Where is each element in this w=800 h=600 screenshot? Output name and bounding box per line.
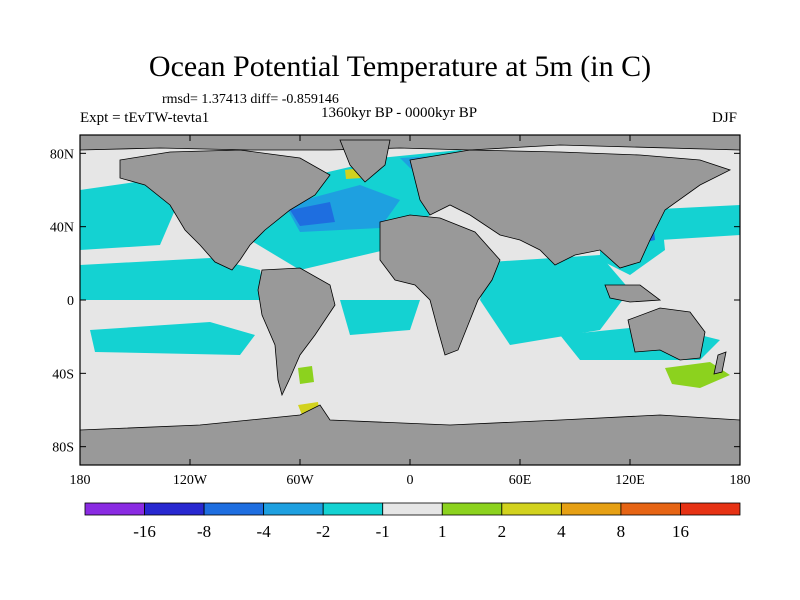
experiment-label: Expt = tEvTW-tevta1 [80, 110, 210, 126]
land-mask [80, 135, 740, 465]
land-africa [379, 214, 501, 356]
land-greenland [339, 139, 391, 183]
colorbar: -16 -8 -4 -2 -1 1 2 4 8 16 [84, 502, 741, 541]
colorbar-label: 4 [557, 522, 566, 541]
x-tick-label: 180 [70, 473, 91, 488]
period-label: 1360kyr BP - 0000kyr BP [321, 105, 478, 121]
colorbar-swatch [441, 502, 503, 516]
stats-label: rmsd= 1.37413 diff= -0.859146 [162, 92, 339, 107]
colorbar-label: 2 [498, 522, 507, 541]
colorbar-label: -1 [376, 522, 390, 541]
colorbar-swatch [263, 502, 324, 516]
anomaly-north-pacific [80, 180, 175, 250]
y-tick-label: 80N [50, 147, 74, 162]
axis-ticks: 180 120W 60W 0 60E 120E 180 80N 40N 0 40S 80S [50, 135, 751, 488]
colorbar-swatch [620, 502, 681, 516]
anomaly-south-atlantic [340, 300, 420, 335]
anomaly-north-pacific-east [640, 205, 740, 240]
colorbar-swatch [560, 502, 622, 516]
anomaly-indian-ocean [480, 255, 630, 345]
x-tick-label: 180 [730, 473, 751, 488]
anomaly-north-atlantic-deep [290, 202, 335, 226]
y-tick-label: 40S [52, 367, 74, 382]
colorbar-swatch [322, 502, 384, 516]
colorbar-swatch [84, 502, 145, 516]
x-tick-label: 0 [407, 473, 414, 488]
land-antarctica [80, 404, 740, 465]
x-tick-label: 60W [286, 473, 314, 488]
land-indonesia [604, 284, 662, 303]
anomaly-warm-australia [665, 362, 730, 388]
land-new-zealand [713, 351, 727, 375]
y-tick-label: 0 [67, 294, 74, 309]
x-tick-label: 120W [173, 473, 208, 488]
x-tick-label: 60E [509, 473, 532, 488]
colorbar-label: 16 [672, 522, 689, 541]
colorbar-label: -2 [316, 522, 330, 541]
colorbar-label: 1 [438, 522, 447, 541]
colorbar-swatch [144, 502, 205, 516]
anomaly-warm-patagonia [298, 366, 314, 384]
colorbar-swatch [382, 502, 443, 516]
colorbar-label: -16 [133, 522, 156, 541]
x-tick-label: 120E [615, 473, 645, 488]
land-eurasia [409, 149, 732, 269]
land-australia [627, 307, 706, 361]
y-tick-label: 40N [50, 221, 74, 236]
colorbar-swatch [501, 502, 562, 516]
season-label: DJF [712, 110, 738, 126]
anomaly-tropical-pacific [80, 258, 265, 300]
map-plot-area [80, 135, 740, 465]
anomaly-south-pacific [90, 322, 255, 355]
y-tick-label: 80S [52, 441, 74, 456]
land-arctic [80, 135, 740, 151]
colorbar-label: 8 [617, 522, 626, 541]
chart-title: Ocean Potential Temperature at 5m (in C) [148, 50, 652, 83]
colorbar-swatch [203, 502, 265, 516]
colorbar-label: -8 [197, 522, 211, 541]
colorbar-swatch [680, 502, 741, 516]
land-north-america [119, 149, 331, 271]
colorbar-label: -4 [257, 522, 272, 541]
land-south-america [257, 267, 336, 397]
